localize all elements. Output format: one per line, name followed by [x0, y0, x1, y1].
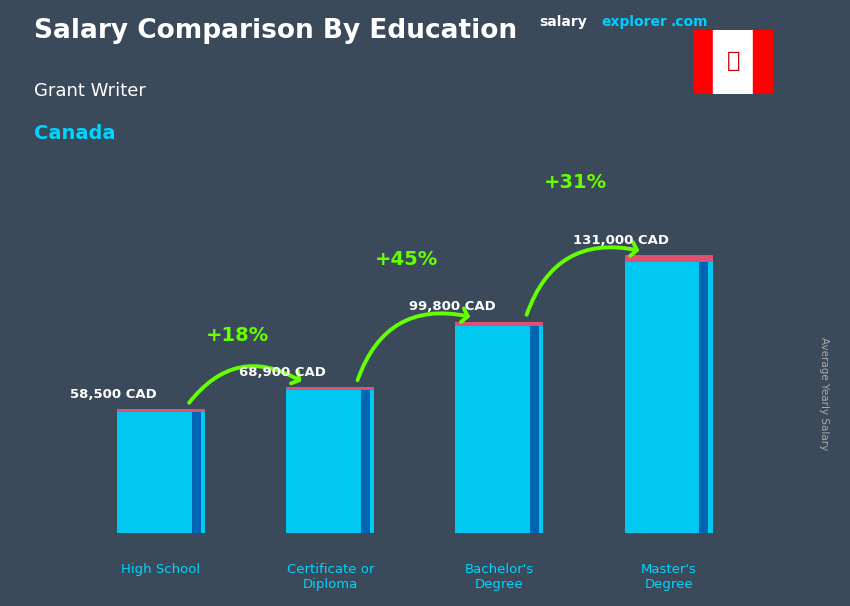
Text: Grant Writer: Grant Writer: [34, 82, 146, 100]
Text: Average Yearly Salary: Average Yearly Salary: [819, 338, 829, 450]
Bar: [286, 387, 374, 390]
Text: Master's
Degree: Master's Degree: [641, 563, 696, 591]
Bar: [713, 30, 753, 94]
Text: +45%: +45%: [375, 250, 438, 268]
Bar: [456, 322, 543, 533]
Bar: [361, 387, 370, 533]
Bar: [693, 30, 713, 94]
Text: 58,500 CAD: 58,500 CAD: [71, 388, 157, 401]
Bar: [117, 409, 205, 412]
Text: Certificate or
Diploma: Certificate or Diploma: [286, 563, 374, 591]
Text: .com: .com: [671, 15, 708, 29]
Text: salary: salary: [540, 15, 587, 29]
Text: +18%: +18%: [206, 325, 269, 345]
Bar: [456, 322, 543, 326]
Bar: [192, 409, 201, 533]
Text: Bachelor's
Degree: Bachelor's Degree: [465, 563, 534, 591]
Bar: [286, 387, 374, 533]
Text: explorer: explorer: [601, 15, 666, 29]
Bar: [625, 256, 712, 533]
Text: 🍁: 🍁: [727, 52, 740, 72]
Text: 68,900 CAD: 68,900 CAD: [240, 365, 326, 379]
Text: Salary Comparison By Education: Salary Comparison By Education: [34, 18, 517, 44]
Text: Canada: Canada: [34, 124, 116, 143]
Text: High School: High School: [122, 563, 201, 576]
Text: 99,800 CAD: 99,800 CAD: [409, 300, 496, 313]
Bar: [625, 256, 712, 262]
Bar: [700, 256, 708, 533]
Bar: [753, 30, 774, 94]
Text: +31%: +31%: [544, 173, 607, 191]
Text: 131,000 CAD: 131,000 CAD: [573, 234, 669, 247]
Bar: [117, 409, 205, 533]
Bar: [530, 322, 539, 533]
